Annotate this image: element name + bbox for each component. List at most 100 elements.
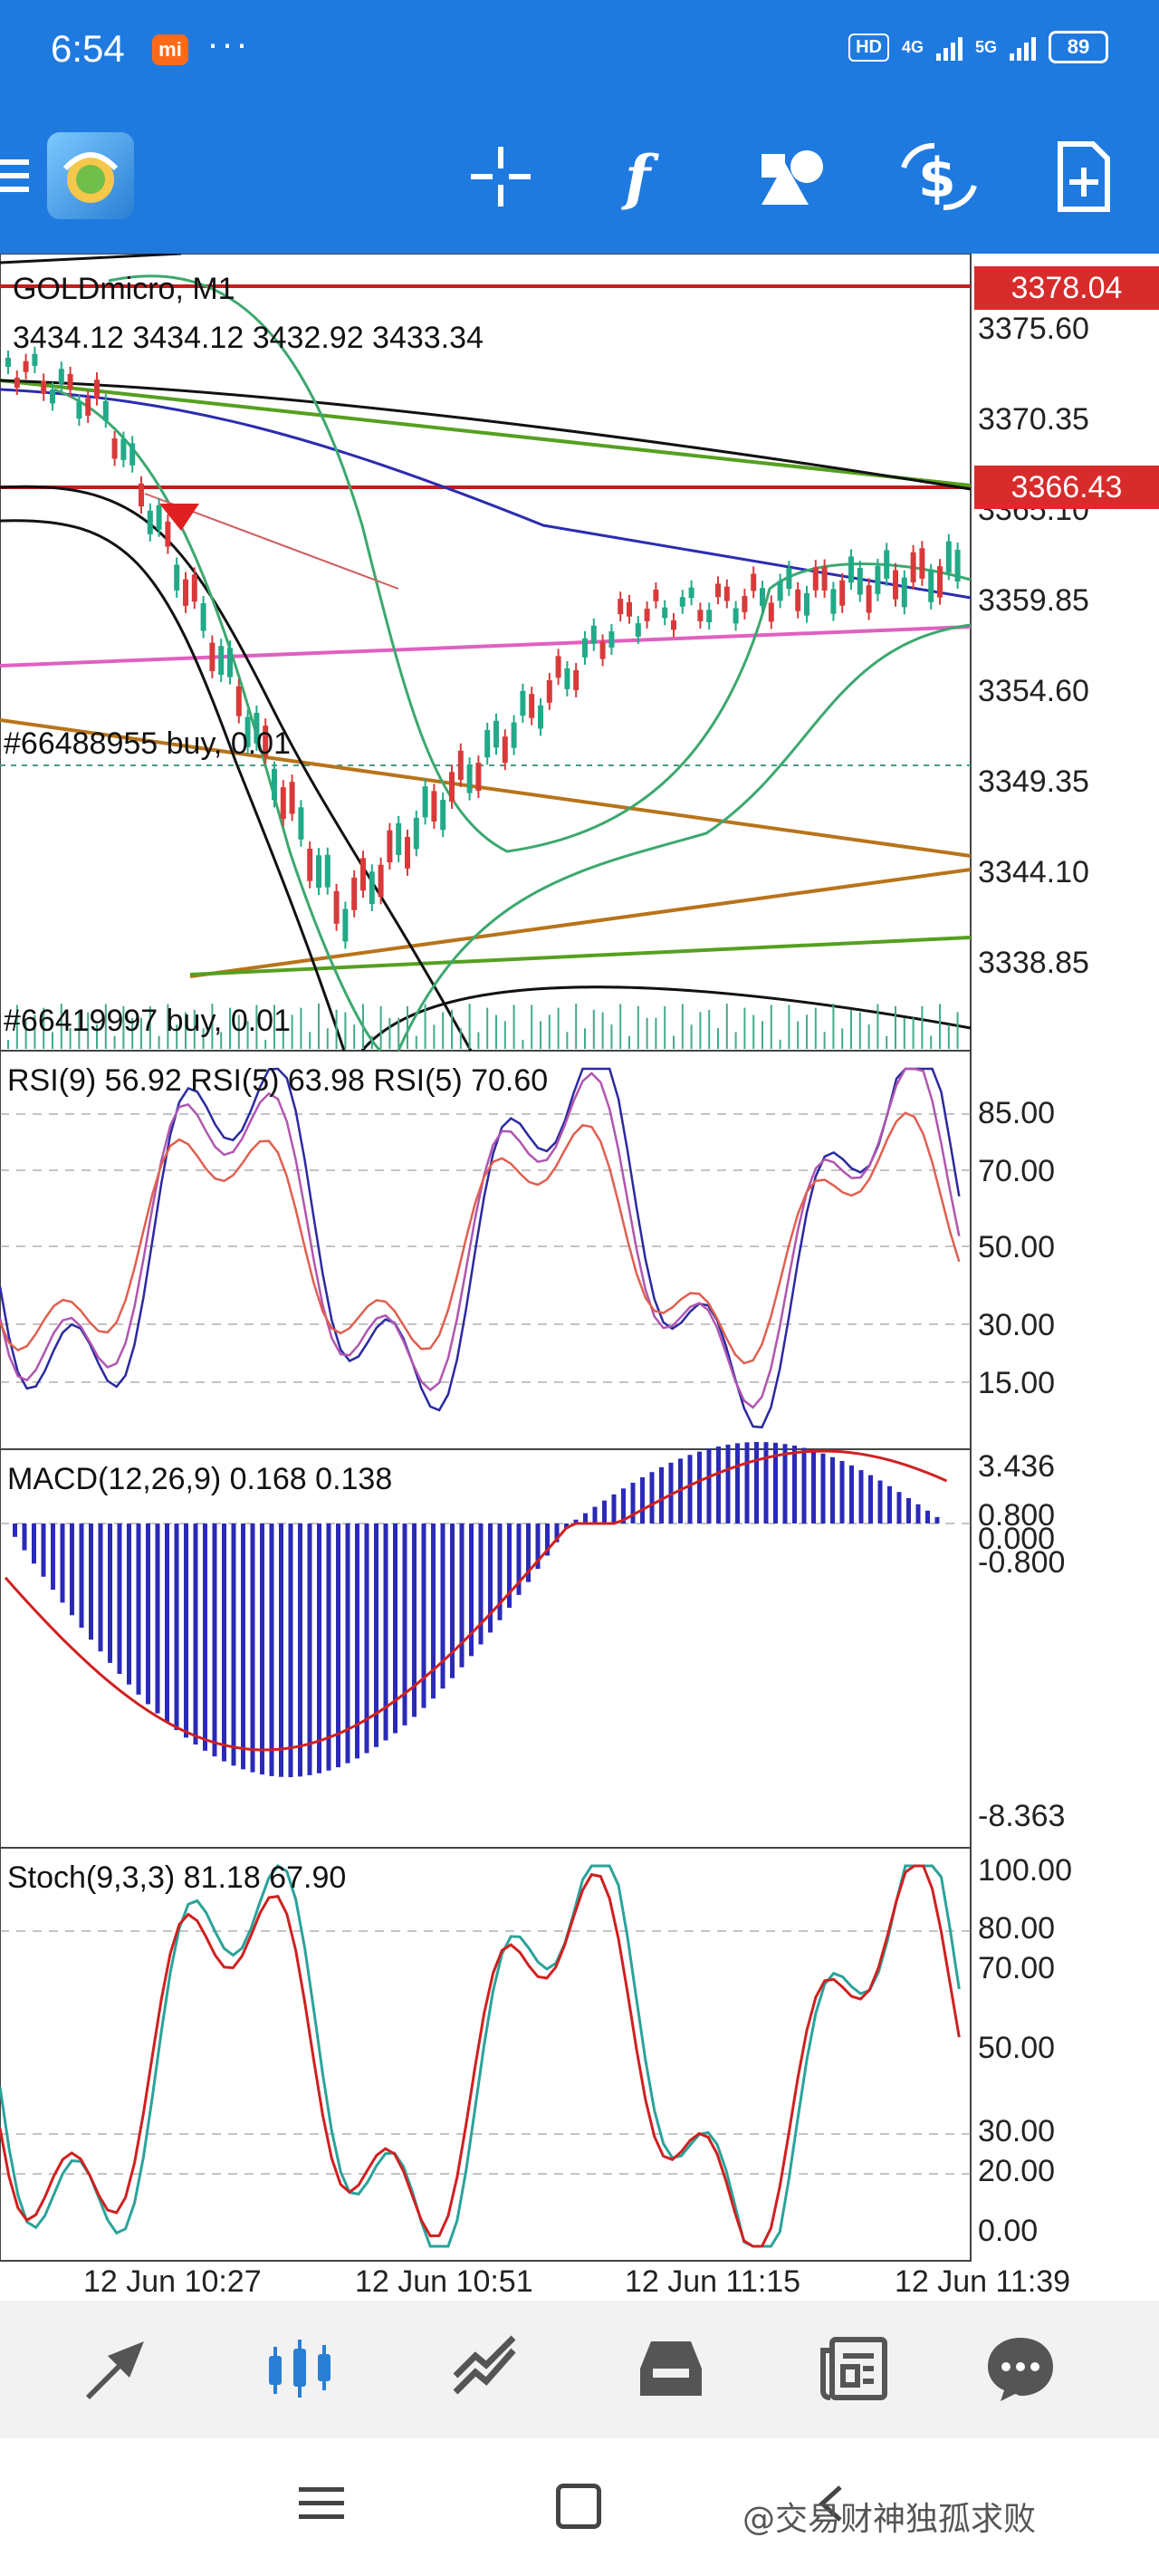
macd-tick: 0.000 xyxy=(978,1522,1056,1556)
candle xyxy=(573,669,580,690)
candle xyxy=(422,786,428,818)
candle xyxy=(582,638,588,658)
rsi-tick: 70.00 xyxy=(978,1154,1056,1188)
candle xyxy=(529,694,535,718)
candle xyxy=(272,768,277,801)
candle xyxy=(875,565,881,594)
candle xyxy=(671,620,676,630)
price-tick: 3359.85 xyxy=(978,583,1089,618)
svg-text:$: $ xyxy=(918,147,956,210)
stoch-tick: 70.00 xyxy=(978,1951,1056,1985)
ohlc-values: 3434.12 3434.12 3432.92 3433.34 xyxy=(13,321,484,355)
stoch-tick: 50.00 xyxy=(978,2031,1056,2065)
app-logo[interactable] xyxy=(47,132,134,219)
status-bar: 6:54 mi ··· HD 4G 5G 89 xyxy=(0,0,1159,101)
candle xyxy=(298,807,304,840)
watermark: @交易财神独孤求败 xyxy=(742,2501,1037,2538)
svg-text:f: f xyxy=(621,142,659,213)
candle xyxy=(502,736,508,764)
candle xyxy=(511,722,517,748)
back-icon[interactable] xyxy=(815,2484,851,2522)
candle xyxy=(795,589,801,611)
candle xyxy=(866,585,872,613)
menu-icon[interactable] xyxy=(299,2487,344,2519)
macd-tick: 3.436 xyxy=(978,1449,1056,1484)
candle xyxy=(165,521,171,547)
objects-icon[interactable] xyxy=(753,136,835,217)
candle xyxy=(191,574,197,602)
candle xyxy=(662,607,668,619)
candle xyxy=(760,588,765,607)
function-icon[interactable]: f xyxy=(605,136,686,217)
candle xyxy=(200,602,206,631)
candle xyxy=(280,787,286,820)
time-label: 12 Jun 10:51 xyxy=(355,2264,533,2299)
candle xyxy=(307,849,313,881)
symbol-title: GOLDmicro, M1 xyxy=(13,272,235,306)
new-order-icon[interactable] xyxy=(1043,136,1125,217)
candle xyxy=(520,690,526,716)
candle xyxy=(41,380,47,394)
candle xyxy=(156,505,162,530)
bottom-navigation xyxy=(0,2301,1159,2438)
candle xyxy=(76,401,82,419)
network-4g-label: 4G xyxy=(901,38,924,56)
chart-icon[interactable] xyxy=(259,2328,340,2409)
candle xyxy=(147,510,153,534)
home-icon[interactable] xyxy=(556,2484,601,2529)
trade-dollar-icon[interactable]: $ xyxy=(898,136,980,217)
candle xyxy=(777,581,783,601)
order-label-2[interactable]: #66419997 buy, 0.01 xyxy=(4,1004,291,1038)
hd-voice-icon: HD xyxy=(848,33,889,62)
candle xyxy=(85,398,91,416)
candle xyxy=(599,641,606,659)
candle xyxy=(360,858,366,891)
menu-hamburger-icon[interactable] xyxy=(0,159,29,200)
stoch-tick: 100.00 xyxy=(978,1853,1072,1888)
chat-icon[interactable] xyxy=(980,2328,1061,2409)
candle xyxy=(174,564,180,591)
rsi-panel xyxy=(0,1067,971,1429)
candle xyxy=(644,609,650,621)
candle xyxy=(751,573,757,591)
candle xyxy=(342,908,349,942)
candle xyxy=(23,360,29,372)
candle xyxy=(466,764,473,793)
status-indicators: HD 4G 5G 89 xyxy=(848,31,1108,63)
candle xyxy=(945,541,952,573)
candle xyxy=(937,566,943,598)
candle xyxy=(715,583,721,598)
candle xyxy=(14,377,20,389)
candle xyxy=(324,854,330,888)
candle xyxy=(405,836,410,869)
battery-icon: 89 xyxy=(1049,31,1108,63)
quotes-icon[interactable] xyxy=(76,2328,158,2409)
candle xyxy=(821,566,828,591)
order-label-1[interactable]: #66488955 buy, 0.01 xyxy=(4,726,291,761)
candle xyxy=(50,389,55,404)
chart-canvas[interactable] xyxy=(0,252,1159,2297)
candle xyxy=(139,483,144,507)
candle xyxy=(679,597,685,607)
price-tick: 3349.35 xyxy=(978,764,1089,799)
stoch-label: Stoch(9,3,3) 81.18 67.90 xyxy=(7,1860,347,1895)
history-icon[interactable] xyxy=(630,2328,712,2409)
chart-area[interactable]: GOLDmicro, M1 3434.12 3434.12 3432.92 34… xyxy=(0,252,1159,2297)
news-icon[interactable] xyxy=(813,2328,895,2409)
candle xyxy=(449,772,455,803)
rsi-tick: 50.00 xyxy=(978,1230,1056,1264)
candle xyxy=(244,716,251,747)
candle xyxy=(618,599,624,615)
candle xyxy=(768,602,774,622)
candle xyxy=(954,549,961,582)
price-tick: 3344.10 xyxy=(978,855,1089,889)
candle xyxy=(5,358,11,367)
candle xyxy=(706,610,713,623)
price-marker-top: 3378.04 xyxy=(974,266,1159,310)
crosshair-icon[interactable] xyxy=(460,136,541,217)
network-5g-label: 5G xyxy=(974,38,997,56)
candle xyxy=(857,567,863,595)
trade-icon[interactable] xyxy=(445,2328,527,2409)
rsi-tick: 15.00 xyxy=(978,1366,1056,1400)
signal-strength-icon xyxy=(935,34,963,61)
